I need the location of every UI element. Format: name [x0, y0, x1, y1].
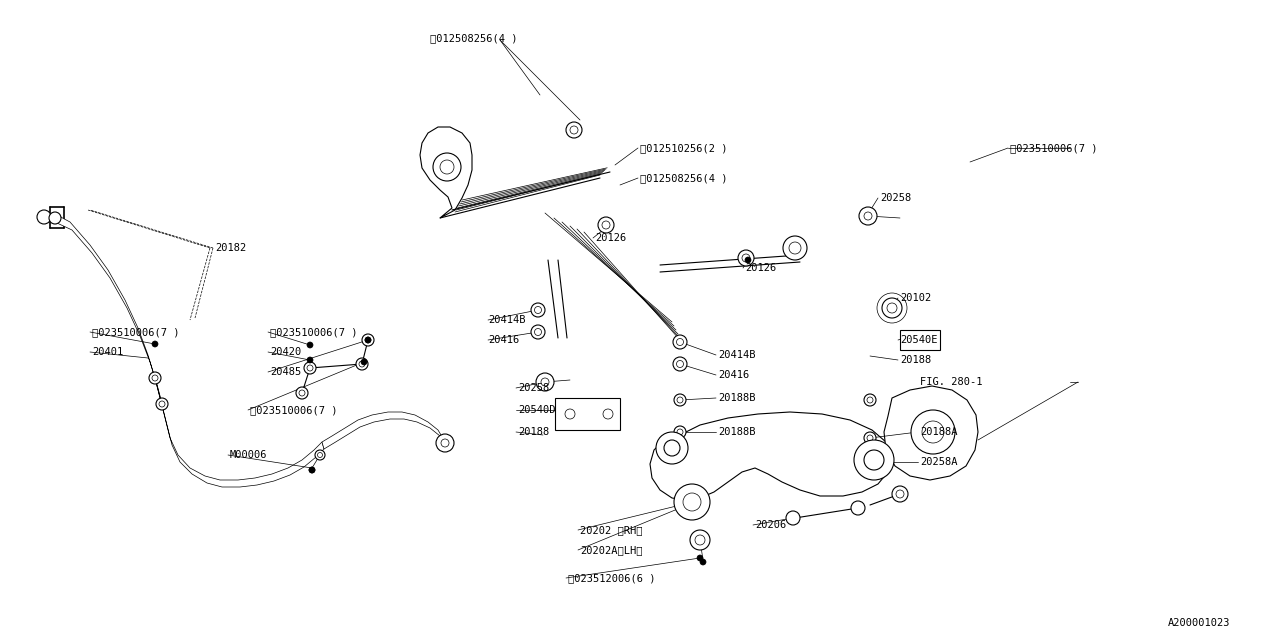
Circle shape — [864, 394, 876, 406]
Text: 20420: 20420 — [270, 347, 301, 357]
Circle shape — [892, 486, 908, 502]
Text: 20416: 20416 — [488, 335, 520, 345]
Text: 20202A〈LH〉: 20202A〈LH〉 — [580, 545, 643, 555]
Circle shape — [536, 373, 554, 391]
Text: 20188B: 20188B — [718, 393, 755, 403]
Text: 20416: 20416 — [718, 370, 749, 380]
Circle shape — [433, 153, 461, 181]
Text: M00006: M00006 — [230, 450, 268, 460]
Circle shape — [307, 342, 314, 348]
Circle shape — [315, 450, 325, 460]
Circle shape — [49, 212, 61, 224]
Circle shape — [690, 530, 710, 550]
Bar — [556, 398, 620, 430]
Circle shape — [673, 335, 687, 349]
Text: 20540E: 20540E — [900, 335, 937, 345]
Circle shape — [657, 432, 689, 464]
Circle shape — [864, 432, 876, 444]
Text: Ⓑ012508256(4 ): Ⓑ012508256(4 ) — [640, 173, 727, 183]
Text: 20102: 20102 — [900, 293, 932, 303]
Circle shape — [37, 210, 51, 224]
Polygon shape — [420, 127, 472, 218]
Circle shape — [859, 207, 877, 225]
Text: A200001023: A200001023 — [1167, 618, 1230, 628]
Circle shape — [362, 334, 374, 346]
Text: Ⓝ023512006(6 ): Ⓝ023512006(6 ) — [568, 573, 655, 583]
Circle shape — [911, 410, 955, 454]
Text: Ⓑ012510256(2 ): Ⓑ012510256(2 ) — [640, 143, 727, 153]
Circle shape — [786, 511, 800, 525]
Circle shape — [531, 325, 545, 339]
Circle shape — [308, 467, 315, 473]
Text: Ⓑ012508256(4 ): Ⓑ012508256(4 ) — [430, 33, 517, 43]
Text: 20540D: 20540D — [518, 405, 556, 415]
Circle shape — [365, 337, 371, 343]
Circle shape — [864, 456, 876, 468]
Text: FIG. 280-1: FIG. 280-1 — [920, 377, 983, 387]
Circle shape — [882, 298, 902, 318]
Circle shape — [152, 341, 157, 347]
Text: Ⓝ023510006(7 ): Ⓝ023510006(7 ) — [1010, 143, 1097, 153]
Text: 20202 〈RH〉: 20202 〈RH〉 — [580, 525, 643, 535]
Text: 20258: 20258 — [881, 193, 911, 203]
Bar — [900, 330, 940, 350]
Circle shape — [566, 122, 582, 138]
Circle shape — [356, 358, 369, 370]
Circle shape — [851, 501, 865, 515]
Circle shape — [698, 555, 703, 561]
Circle shape — [296, 387, 308, 399]
Text: 20182: 20182 — [215, 243, 246, 253]
Text: 20188B: 20188B — [718, 427, 755, 437]
Polygon shape — [650, 412, 892, 500]
Text: 20188A: 20188A — [920, 427, 957, 437]
Circle shape — [675, 484, 710, 520]
Circle shape — [361, 359, 367, 365]
Text: 20258A: 20258A — [920, 457, 957, 467]
Circle shape — [700, 559, 707, 565]
Text: 20188: 20188 — [518, 427, 549, 437]
Circle shape — [148, 372, 161, 384]
Circle shape — [675, 394, 686, 406]
Text: 20188: 20188 — [900, 355, 932, 365]
Circle shape — [156, 398, 168, 410]
Text: 20401: 20401 — [92, 347, 123, 357]
Circle shape — [745, 257, 751, 263]
Circle shape — [531, 303, 545, 317]
Circle shape — [307, 357, 314, 363]
Circle shape — [739, 250, 754, 266]
Text: 20414B: 20414B — [718, 350, 755, 360]
Text: 20258: 20258 — [518, 383, 549, 393]
Circle shape — [436, 434, 454, 452]
Text: Ⓝ023510006(7 ): Ⓝ023510006(7 ) — [92, 327, 179, 337]
Text: Ⓝ023510006(7 ): Ⓝ023510006(7 ) — [270, 327, 357, 337]
Text: 20126: 20126 — [595, 233, 626, 243]
Text: Ⓝ023510006(7 ): Ⓝ023510006(7 ) — [250, 405, 338, 415]
Polygon shape — [884, 386, 978, 480]
Circle shape — [675, 426, 686, 438]
Circle shape — [854, 440, 893, 480]
Circle shape — [308, 467, 315, 473]
Text: 20206: 20206 — [755, 520, 786, 530]
Circle shape — [673, 357, 687, 371]
Polygon shape — [58, 215, 324, 487]
Text: 20485: 20485 — [270, 367, 301, 377]
Circle shape — [783, 236, 806, 260]
Polygon shape — [323, 412, 445, 449]
Circle shape — [598, 217, 614, 233]
Circle shape — [305, 362, 316, 374]
Text: 20414B: 20414B — [488, 315, 526, 325]
Text: 20126: 20126 — [745, 263, 776, 273]
